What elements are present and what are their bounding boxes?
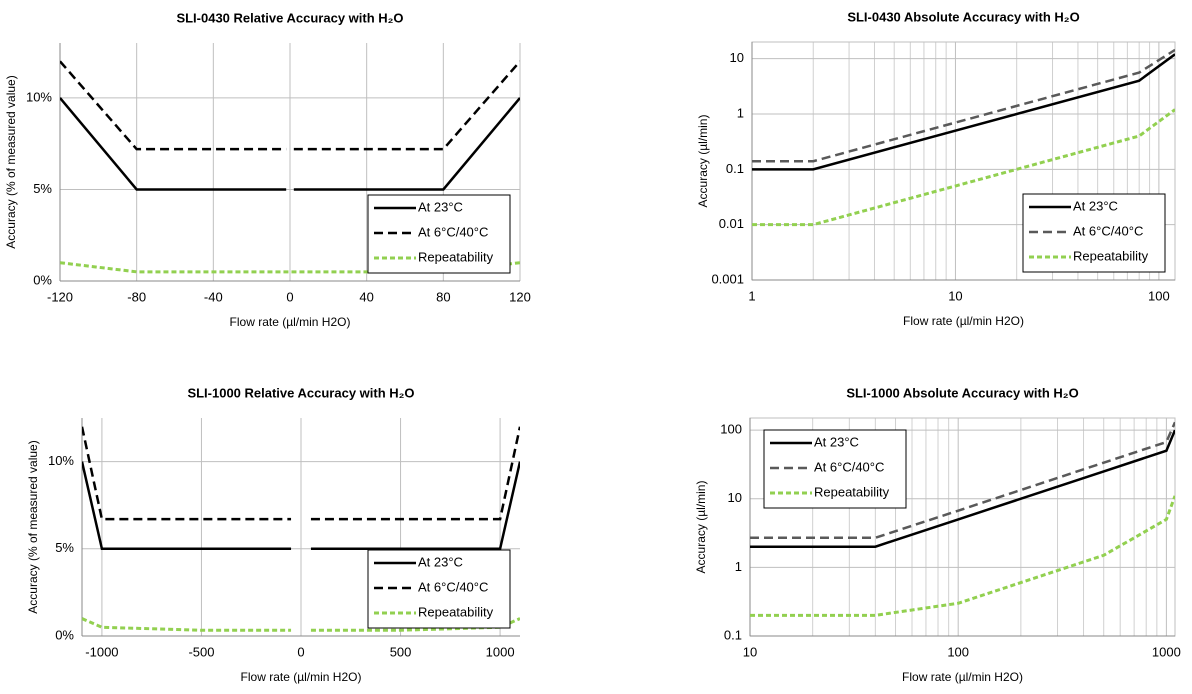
y-tick-label: 5%: [33, 181, 52, 196]
series-line: [750, 495, 1175, 617]
y-tick-label: 0%: [55, 627, 74, 642]
y-tick-label: 0.1: [726, 161, 744, 176]
x-tick-label: 1000: [1152, 644, 1181, 659]
chart-panel: SLI-0430 Relative Accuracy with H₂O Flow …: [4, 10, 531, 329]
chart-title: SLI-0430 Relative Accuracy with H₂O: [176, 10, 403, 25]
legend-label: Repeatability: [418, 249, 494, 264]
x-axis-title: Flow rate (µl/min H2O): [241, 670, 362, 684]
y-tick-label: 10: [730, 50, 744, 65]
x-tick-label: 0: [286, 289, 293, 304]
series-line: [750, 421, 1175, 540]
legend-label: At 6°C/40°C: [418, 224, 488, 239]
legend-label: Repeatability: [418, 604, 494, 619]
x-tick-label: 10: [948, 288, 962, 303]
chart-title: SLI-0430 Absolute Accuracy with H₂O: [847, 9, 1079, 24]
chart-title: SLI-1000 Relative Accuracy with H₂O: [187, 385, 414, 400]
x-tick-label: -40: [204, 289, 223, 304]
y-tick-label: 0.01: [719, 216, 744, 231]
chart-panel: SLI-0430 Absolute Accuracy with H₂O Flow …: [696, 9, 1176, 328]
x-axis-title: Flow rate (µl/min H2O): [230, 315, 351, 329]
x-tick-label: 500: [390, 644, 412, 659]
chart-panel: SLI-1000 Absolute Accuracy with H₂O Flow …: [694, 385, 1181, 684]
legend-label: At 23°C: [1073, 198, 1118, 213]
x-tick-label: 10: [743, 644, 757, 659]
series-line: [60, 60, 520, 151]
series-line: [82, 461, 520, 551]
y-axis-title: Accuracy (µl/min): [694, 481, 708, 574]
series-line: [752, 53, 1175, 171]
y-tick-label: 1: [735, 559, 742, 574]
x-tick-label: -120: [47, 289, 73, 304]
y-axis-title: Accuracy (% of measured value): [26, 440, 40, 613]
x-tick-label: 80: [436, 289, 450, 304]
y-axis-title: Accuracy (% of measured value): [4, 75, 18, 248]
x-tick-label: 120: [509, 289, 531, 304]
series-line: [750, 429, 1175, 548]
x-tick-label: 1: [748, 288, 755, 303]
y-tick-label: 100: [720, 422, 742, 437]
chart-panel: SLI-1000 Relative Accuracy with H₂O Flow …: [26, 385, 520, 684]
x-tick-label: -80: [127, 289, 146, 304]
y-tick-label: 0%: [33, 272, 52, 287]
legend-label: Repeatability: [814, 484, 890, 499]
legend-label: At 6°C/40°C: [418, 579, 488, 594]
x-tick-label: 100: [947, 644, 969, 659]
chart-title: SLI-1000 Absolute Accuracy with H₂O: [846, 385, 1078, 400]
series-line: [60, 97, 520, 191]
y-tick-label: 5%: [55, 540, 74, 555]
legend-label: At 6°C/40°C: [1073, 223, 1143, 238]
series-line: [82, 426, 520, 521]
x-axis-title: Flow rate (µl/min H2O): [903, 314, 1024, 328]
y-tick-label: 10%: [26, 89, 52, 104]
y-tick-label: 10%: [48, 453, 74, 468]
y-axis-title: Accuracy (µl/min): [696, 115, 710, 208]
legend-label: At 23°C: [814, 434, 859, 449]
y-tick-label: 0.001: [711, 271, 744, 286]
y-tick-label: 0.1: [724, 627, 742, 642]
x-tick-label: 1000: [486, 644, 515, 659]
x-tick-label: 0: [297, 644, 304, 659]
x-axis-title: Flow rate (µl/min H2O): [902, 670, 1023, 684]
legend-label: Repeatability: [1073, 248, 1149, 263]
y-tick-label: 10: [728, 490, 742, 505]
x-tick-label: 40: [359, 289, 373, 304]
series-line: [752, 48, 1175, 163]
x-tick-label: -1000: [85, 644, 118, 659]
x-tick-label: -500: [188, 644, 214, 659]
y-tick-label: 1: [737, 105, 744, 120]
legend-label: At 23°C: [418, 199, 463, 214]
legend-label: At 6°C/40°C: [814, 459, 884, 474]
legend-label: At 23°C: [418, 554, 463, 569]
x-tick-label: 100: [1148, 288, 1170, 303]
